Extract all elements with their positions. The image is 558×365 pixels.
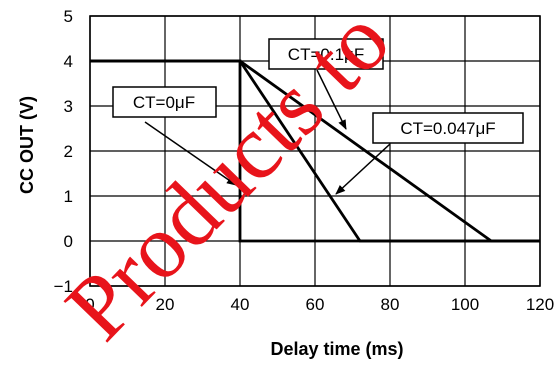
y-tick-label: 3 [64,97,73,116]
callout-ct-0047: CT=0.047μF [335,112,524,195]
callout-ct-0: CT=0μF [112,86,237,186]
series-lines [90,59,540,243]
callout-box [268,38,384,70]
plot-frame [89,15,541,287]
x-tick-label: 20 [156,295,175,314]
y-axis-title: CC OUT (V) [17,96,37,194]
y-tick-label: 4 [64,52,73,71]
callout-label: CT=0.1μF [288,45,364,64]
x-tick-label: 60 [306,295,325,314]
x-tick-label: 120 [526,295,554,314]
callout-arrow [144,121,237,186]
callout-arrow [316,69,347,130]
y-tick-label: 1 [64,187,73,206]
callout-label: CT=0μF [133,93,195,112]
x-axis-title: Delay time (ms) [270,339,403,359]
watermark: Products to [46,0,409,359]
y-tick-label: 2 [64,142,73,161]
callout-ct-01: CT=0.1μF [268,38,384,130]
y-tick-label: 5 [64,7,73,26]
series-line [90,59,540,243]
y-tick-label: −1 [54,277,73,296]
x-tick-label: 100 [451,295,479,314]
callout-label: CT=0.047μF [400,119,495,138]
x-tick-label: 0 [85,295,94,314]
y-tick-label: 0 [64,232,73,251]
callout-arrow [335,143,391,195]
tick-labels: 0 20 40 60 80 100 120 5 4 3 2 1 0 −1 [54,7,555,314]
x-tick-label: 80 [381,295,400,314]
x-tick-label: 40 [231,295,250,314]
callout-box [372,112,524,144]
callout-box [112,86,217,118]
